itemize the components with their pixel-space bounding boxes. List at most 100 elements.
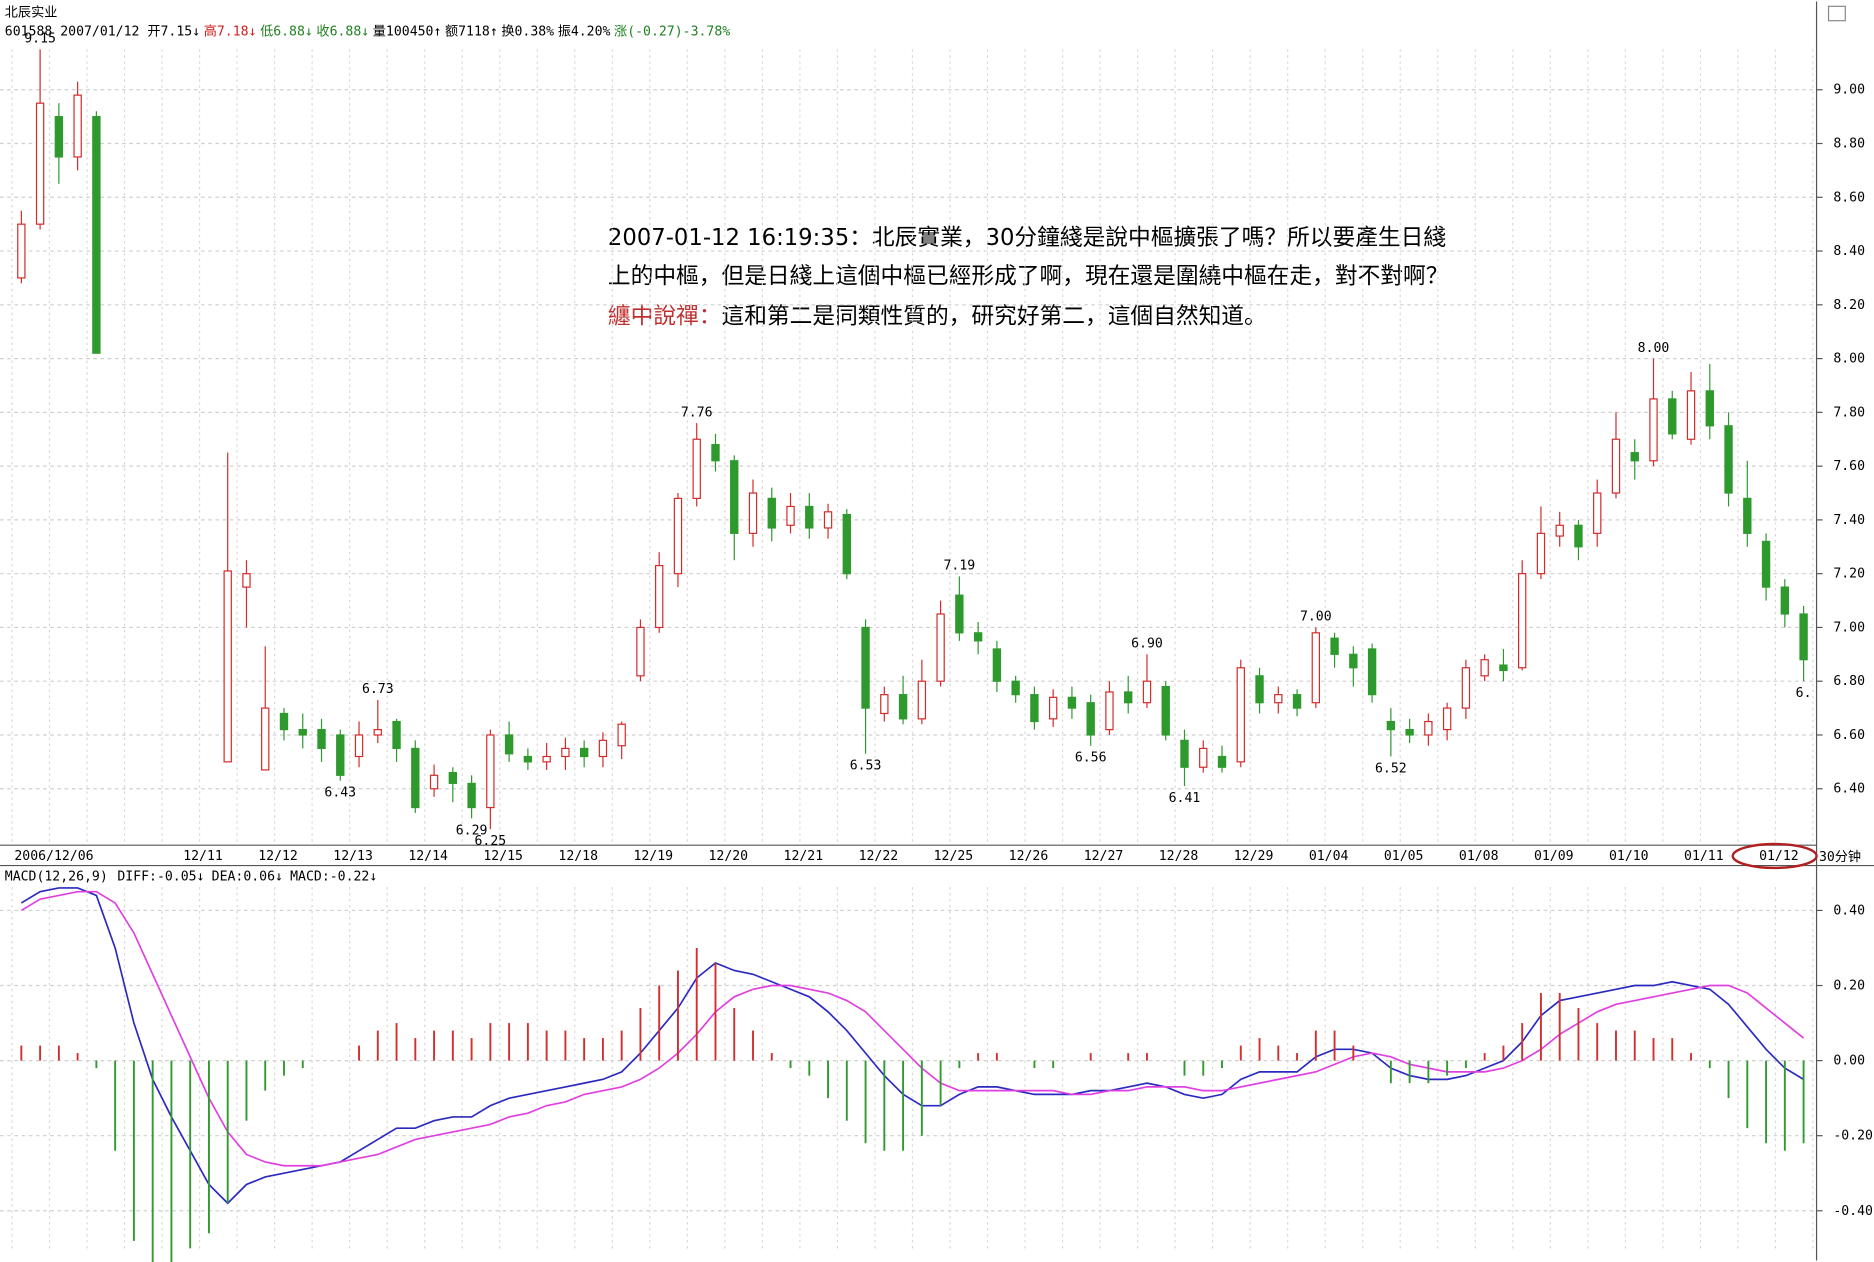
candle-body <box>1555 524 1564 537</box>
candle-body <box>748 492 758 534</box>
candle-body <box>1705 390 1714 427</box>
candle-body <box>1067 696 1077 709</box>
candle-body <box>542 755 551 763</box>
comment-speaker: 纏中說禪： <box>608 303 722 329</box>
comment-line: 上的中樞，但是日綫上這個中樞已經形成了啊，現在還是圍繞中樞在走，對不對啊？ <box>608 263 1449 289</box>
x-tick-label: 12/13 <box>333 849 373 864</box>
candle-body <box>1668 398 1677 435</box>
candle-body <box>579 747 589 758</box>
candle-body <box>1086 702 1095 736</box>
high-label: 6.90 <box>1131 637 1163 652</box>
candle-body <box>1180 739 1189 768</box>
x-tick-label: 01/08 <box>1459 849 1499 864</box>
y-tick-label: -0.20 <box>1833 1129 1873 1144</box>
high-label: 7.00 <box>1300 610 1332 625</box>
y-tick-label: 8.20 <box>1833 298 1865 313</box>
x-unit-label: 30分钟 <box>1819 848 1861 865</box>
candle-body <box>336 734 345 776</box>
macd-legend: MACD(12,26,9) <box>5 869 108 884</box>
highlight-ellipse <box>1731 842 1818 870</box>
candle-body <box>1517 573 1527 669</box>
candle-body <box>1686 390 1696 440</box>
x-tick-label: 01/04 <box>1309 849 1349 864</box>
x-tick-label: 12/12 <box>258 849 298 864</box>
x-tick-label: 12/22 <box>859 849 899 864</box>
legend-entry: DEA:0.06↓ <box>212 869 283 884</box>
candle-body <box>1274 694 1283 704</box>
candle-body <box>467 782 476 809</box>
low-label: 6.29 <box>456 823 488 838</box>
x-tick-label: 12/18 <box>558 849 598 864</box>
candle-body <box>1799 613 1808 661</box>
candle-body <box>898 694 908 720</box>
quote-field: 601588 2007/01/12 开7.15↓ <box>5 24 200 39</box>
y-tick-label: 0.20 <box>1833 979 1865 994</box>
candle-body <box>1574 524 1583 548</box>
candle-body <box>692 438 701 499</box>
candle-body <box>598 739 608 758</box>
x-tick-label: 12/20 <box>708 849 748 864</box>
candle-body <box>673 497 683 575</box>
candle-body <box>1761 540 1771 588</box>
candle-body <box>261 707 270 771</box>
candle-body <box>223 570 232 763</box>
high-label: 6.73 <box>362 682 394 697</box>
candle-body <box>1480 659 1489 677</box>
comment-line: 纏中說禪：這和第二是同類性質的，研究好第二，這個自然知道。 <box>608 303 1267 329</box>
x-tick-label: 12/28 <box>1159 849 1199 864</box>
candle-body <box>1217 755 1227 768</box>
quote-field: 低6.88↓ <box>260 23 313 39</box>
candle-body <box>54 116 64 158</box>
high-label: 9.15 <box>24 32 56 47</box>
x-tick-label: 01/11 <box>1684 849 1724 864</box>
candle-body <box>823 511 833 529</box>
high-label: 7.19 <box>944 559 976 574</box>
x-tick-label: 01/09 <box>1534 849 1574 864</box>
candle-body <box>92 116 101 354</box>
y-tick-label: 7.60 <box>1833 459 1865 474</box>
candle-body <box>1349 653 1358 669</box>
candle-body <box>1424 720 1433 736</box>
y-tick-label: 6.80 <box>1833 674 1865 689</box>
x-tick-label: 12/19 <box>633 849 673 864</box>
candle-body <box>711 444 720 462</box>
comment-reply: 這和第二是同類性質的，研究好第二，這個自然知道。 <box>722 303 1267 329</box>
window-icon[interactable] <box>1827 5 1846 22</box>
candle-body <box>861 626 870 709</box>
candle-body <box>936 613 945 682</box>
candle-body <box>523 755 533 763</box>
candle-body <box>617 723 626 747</box>
candle-body <box>1255 675 1264 704</box>
candle-body <box>767 497 776 529</box>
legend-entry: MACD:-0.22↓ <box>290 869 377 884</box>
y-tick-label: 8.60 <box>1833 190 1865 205</box>
candle-body <box>805 505 814 529</box>
x-tick-label: 01/12 <box>1759 849 1799 864</box>
x-tick-label: 12/26 <box>1009 849 1049 864</box>
x-tick-label: 12/14 <box>408 849 448 864</box>
candle-body <box>1030 694 1039 723</box>
quote-field: 量100450↑ <box>373 23 442 39</box>
candle-body <box>1048 696 1058 720</box>
candle-body <box>880 694 889 715</box>
candle-body <box>1611 438 1621 494</box>
candle-body <box>1405 729 1414 736</box>
candle-body <box>1311 632 1321 704</box>
candle-body <box>842 513 851 575</box>
candle-body <box>1649 398 1658 462</box>
x-tick-label: 12/27 <box>1084 849 1124 864</box>
candle-body <box>1236 667 1245 763</box>
y-tick-label: 8.40 <box>1833 244 1865 259</box>
legend-entry: DIFF:-0.05↓ <box>117 869 204 884</box>
low-label: 6.41 <box>1169 791 1201 806</box>
macd-line <box>20 890 1805 1167</box>
quote-field: 换0.38% <box>501 23 554 39</box>
candle-body <box>354 734 364 758</box>
candle-body <box>17 223 26 279</box>
candle-body <box>561 747 570 758</box>
y-tick-label: 7.40 <box>1833 513 1865 528</box>
y-tick-label: 7.00 <box>1833 620 1865 635</box>
candle-body <box>786 505 795 526</box>
candle-body <box>448 772 458 784</box>
comment-line: 2007-01-12 16:19:35：北辰實業，30分鐘綫是說中樞擴張了嗎？所… <box>608 225 1446 251</box>
